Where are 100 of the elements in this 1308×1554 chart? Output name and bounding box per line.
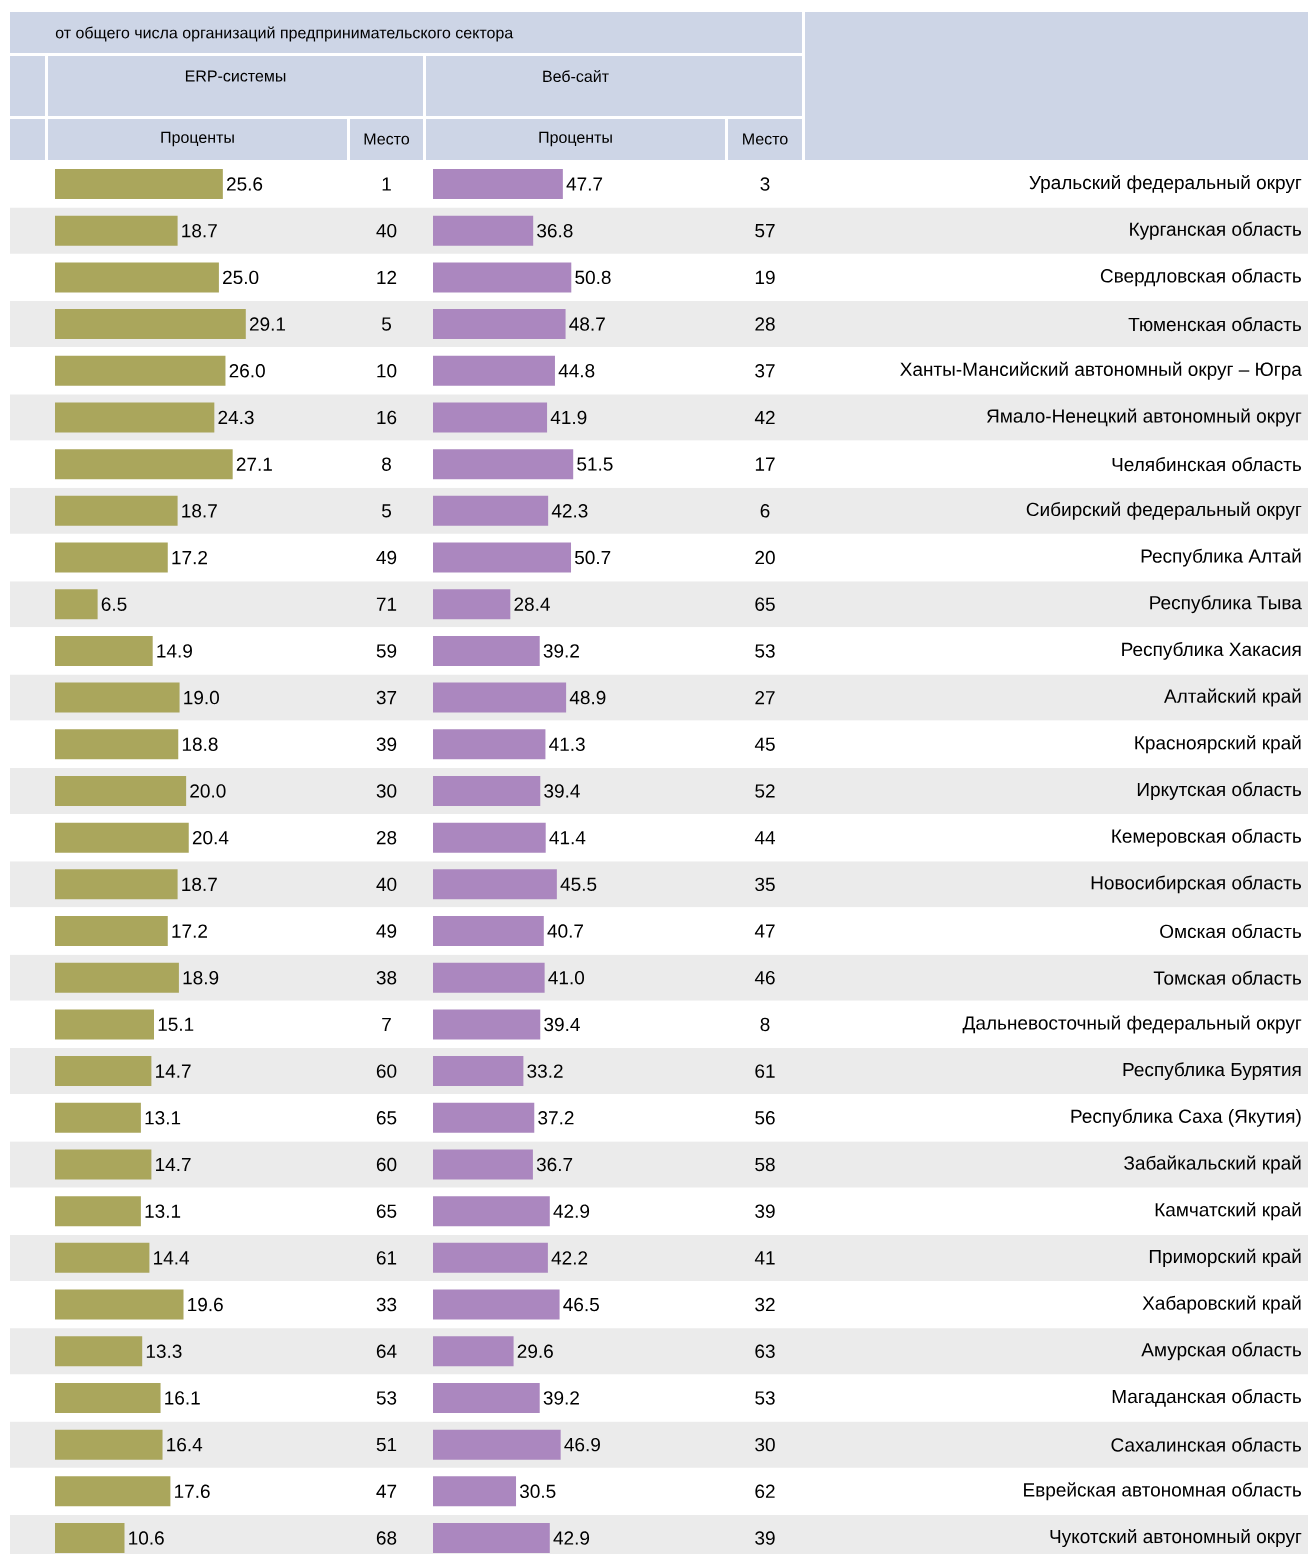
data-label: 53 — [755, 1391, 775, 1405]
y-tick-label: Кемеровская область — [1112, 828, 1302, 847]
y-tick-label: Республика Алтай — [1141, 548, 1301, 567]
data-label: 42.9 — [553, 1531, 590, 1545]
data-label: 62 — [755, 1484, 775, 1499]
data-label: 37 — [755, 364, 775, 378]
data-label: 20.0 — [190, 784, 226, 798]
data-label: 51 — [376, 1438, 397, 1452]
bar — [55, 1429, 163, 1460]
data-label: 39.4 — [544, 1017, 580, 1032]
data-label: 44.8 — [558, 364, 595, 378]
data-label: 47 — [754, 924, 775, 938]
data-label: 28 — [376, 830, 397, 845]
data-label: 49 — [376, 924, 397, 938]
data-label: 50.8 — [575, 270, 611, 285]
data-label: 8 — [760, 1017, 770, 1032]
data-label: 48.7 — [569, 317, 605, 331]
bar — [433, 215, 534, 246]
y-tick-label: Еврейская автономная область — [1024, 1482, 1302, 1501]
data-label: 68 — [376, 1531, 397, 1545]
bar — [55, 449, 233, 480]
data-label: 41.3 — [549, 737, 585, 752]
data-label: 39 — [376, 737, 397, 752]
data-label: 17.2 — [172, 550, 207, 565]
y-tick-label: Приморский край — [1149, 1248, 1301, 1267]
data-label: 14.9 — [157, 644, 192, 658]
data-label: 56 — [755, 1111, 775, 1125]
bar — [433, 635, 540, 666]
data-label: 47.7 — [566, 177, 603, 191]
bar — [55, 1056, 152, 1087]
y-tick-label: Красноярский край — [1135, 735, 1301, 754]
data-label: 14.4 — [154, 1251, 190, 1265]
data-label: 6 — [760, 504, 770, 518]
bar — [433, 1196, 550, 1227]
bar — [55, 309, 246, 340]
y-tick-label: Свердловская область — [1100, 268, 1301, 287]
data-label: 20 — [755, 550, 775, 565]
bar — [55, 1336, 143, 1367]
data-label: 30 — [376, 784, 397, 798]
bar — [433, 355, 555, 386]
data-label: 14.7 — [156, 1064, 191, 1078]
data-label: 46 — [754, 971, 775, 985]
data-label: 17 — [755, 457, 775, 471]
data-label: 27 — [755, 690, 775, 705]
text: Место — [364, 133, 410, 145]
data-label: 40 — [376, 877, 397, 892]
bar — [433, 542, 572, 573]
data-label: 18.9 — [183, 971, 219, 985]
data-label: 42.3 — [551, 504, 588, 518]
bar — [55, 589, 98, 620]
bar — [433, 589, 511, 620]
y-tick-label: Новосибирская область — [1091, 875, 1302, 894]
y-tick-label: Уральский федеральный округ — [1029, 174, 1302, 194]
bar — [55, 822, 189, 853]
bar — [55, 1476, 171, 1507]
data-label: 30 — [755, 1437, 775, 1452]
data-label: 61 — [376, 1251, 397, 1265]
y-tick-label: Хабаровский край — [1142, 1295, 1301, 1314]
y-tick-label: Челябинская область — [1112, 457, 1302, 472]
data-label: 18.7 — [182, 504, 217, 518]
data-label: 51.5 — [577, 457, 613, 471]
bar — [433, 775, 541, 806]
bar — [55, 1242, 150, 1273]
data-label: 19.6 — [188, 1297, 223, 1312]
bar — [433, 495, 549, 526]
data-label: 30.5 — [519, 1484, 556, 1499]
bar — [433, 1242, 548, 1273]
data-label: 18.7 — [182, 223, 217, 238]
data-label: 17.6 — [175, 1484, 210, 1499]
data-label: 42.2 — [551, 1251, 588, 1265]
data-label: 45.5 — [560, 877, 597, 891]
data-label: 37 — [376, 690, 397, 705]
data-label: 65 — [755, 597, 775, 611]
data-label: 29.1 — [249, 317, 286, 331]
y-tick-label: Республика Хакасия — [1122, 641, 1301, 660]
data-label: 32 — [755, 1297, 775, 1312]
data-label: 5 — [381, 317, 391, 331]
data-label: 14.7 — [156, 1157, 191, 1172]
bar — [55, 775, 187, 806]
data-label: 3 — [760, 177, 770, 191]
data-label: 13.3 — [146, 1344, 182, 1358]
bar — [55, 869, 178, 900]
bar — [55, 495, 178, 526]
data-label: 36.7 — [536, 1157, 573, 1172]
bar — [55, 1149, 152, 1180]
y-tick-label: Республика Саха (Якутия) — [1071, 1108, 1301, 1127]
data-label: 64 — [376, 1344, 397, 1358]
data-label: 12 — [377, 270, 397, 285]
data-label: 57 — [755, 224, 775, 238]
data-label: 25.0 — [223, 270, 259, 285]
data-label: 48.9 — [569, 690, 606, 705]
data-label: 19.0 — [184, 690, 219, 705]
y-tick-label: Амурская область — [1141, 1342, 1302, 1361]
text: Место — [743, 133, 788, 145]
data-label: 60 — [376, 1064, 397, 1078]
x-axis-title: Проценты — [539, 131, 612, 147]
data-label: 13.1 — [145, 1204, 181, 1218]
bar — [55, 262, 219, 293]
bar — [55, 729, 179, 760]
data-label: 39.2 — [543, 644, 579, 658]
